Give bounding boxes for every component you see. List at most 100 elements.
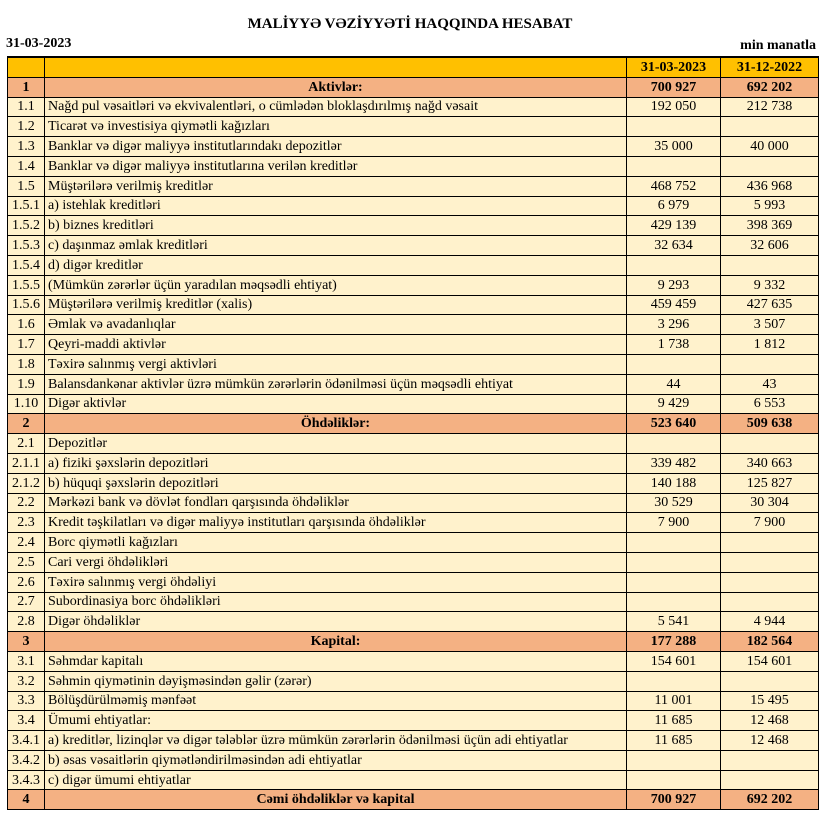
row-label: Təxirə salınmış vergi aktivləri xyxy=(44,353,627,375)
value-previous xyxy=(720,254,819,276)
header-row: 31-03-2023 31-12-2022 xyxy=(7,55,819,78)
table-row: 1.8 Təxirə salınmış vergi aktivləri xyxy=(7,353,819,375)
table-row: 3.3 Bölüşdürülməmiş mənfəət 11 001 15 495 xyxy=(7,690,819,712)
table-row: 2.2 Mərkəzi bank və dövlət fondları qarşı… xyxy=(7,492,819,514)
row-number: 1.2 xyxy=(7,116,45,138)
value-previous xyxy=(720,749,819,771)
row-label: Əmlak və avadanlıqlar xyxy=(44,314,627,336)
value-current: 429 139 xyxy=(626,215,721,237)
value-previous: 3 507 xyxy=(720,314,819,336)
value-previous: 154 601 xyxy=(720,650,819,672)
row-label: Cari vergi öhdəlikləri xyxy=(44,551,627,573)
row-number: 1.5.5 xyxy=(7,274,45,296)
value-current: 177 288 xyxy=(626,631,721,652)
row-label: Səhmdar kapitalı xyxy=(44,650,627,672)
row-label: c) digər ümumi ehtiyatlar xyxy=(44,769,627,791)
value-previous: 212 738 xyxy=(720,96,819,118)
value-current: 11 685 xyxy=(626,710,721,732)
table-row: 2.5 Cari vergi öhdəlikləri xyxy=(7,551,819,573)
value-current: 9 293 xyxy=(626,274,721,296)
value-current xyxy=(626,155,721,177)
value-current xyxy=(626,769,721,791)
currency-unit: min manatla xyxy=(740,38,816,53)
value-previous: 692 202 xyxy=(720,76,819,98)
table-row: 1.3 Banklar və digər maliyyə institutları… xyxy=(7,136,819,157)
value-previous xyxy=(720,116,819,138)
section-row: 2 Öhdəliklər: 523 640 509 638 xyxy=(7,413,819,435)
value-current xyxy=(626,571,721,593)
value-current: 11 001 xyxy=(626,690,721,712)
header-blank xyxy=(44,55,627,78)
row-label: Subordinasiya borc öhdəlikləri xyxy=(44,591,627,613)
row-number: 3.4.2 xyxy=(7,749,45,771)
row-label: Aktivlər: xyxy=(44,76,627,98)
value-current: 339 482 xyxy=(626,452,721,474)
row-number: 1.5 xyxy=(7,175,45,197)
row-number: 3.1 xyxy=(7,650,45,672)
row-number: 1.8 xyxy=(7,353,45,375)
table-row: 2.1 Depozitlər xyxy=(7,433,819,454)
row-number: 2.1 xyxy=(7,433,45,454)
value-previous: 1 812 xyxy=(720,334,819,355)
value-current: 35 000 xyxy=(626,136,721,157)
row-number: 2.7 xyxy=(7,591,45,613)
column-header: 31-12-2022 xyxy=(720,55,819,78)
value-current: 700 927 xyxy=(626,789,721,811)
row-label: Depozitlər xyxy=(44,433,627,454)
value-current: 6 979 xyxy=(626,195,721,217)
value-previous: 398 369 xyxy=(720,215,819,237)
row-number: 1.5.2 xyxy=(7,215,45,237)
table-row: 3.1 Səhmdar kapitalı 154 601 154 601 xyxy=(7,650,819,672)
value-current: 1 738 xyxy=(626,334,721,355)
row-number: 1.7 xyxy=(7,334,45,355)
table-row: 2.7 Subordinasiya borc öhdəlikləri xyxy=(7,591,819,613)
row-label: Kapital: xyxy=(44,631,627,652)
value-current: 32 634 xyxy=(626,235,721,256)
header-blank xyxy=(7,55,45,78)
row-label: b) hüquqi şəxslərin depozitləri xyxy=(44,472,627,494)
table-row: 1.7 Qeyri-maddi aktivlər 1 738 1 812 xyxy=(7,334,819,355)
value-previous: 182 564 xyxy=(720,631,819,652)
value-previous: 43 xyxy=(720,373,819,395)
row-label: Borc qiymətli kağızları xyxy=(44,532,627,553)
value-previous: 4 944 xyxy=(720,611,819,633)
row-label: a) istehlak kreditləri xyxy=(44,195,627,217)
table-row: 1.2 Ticarət və investisiya qiymətli kağız… xyxy=(7,116,819,138)
value-current xyxy=(626,116,721,138)
table-row: 2.1.1 a) fiziki şəxslərin depozitləri 339 … xyxy=(7,452,819,474)
value-previous: 125 827 xyxy=(720,472,819,494)
table-row: 1.5.6 Müştərilərə verilmiş kreditlər (xal… xyxy=(7,294,819,316)
row-number: 4 xyxy=(7,789,45,811)
value-current xyxy=(626,749,721,771)
value-previous: 340 663 xyxy=(720,452,819,474)
row-label: Digər aktivlər xyxy=(44,393,627,415)
row-label: Banklar və digər maliyyə institutlarında… xyxy=(44,136,627,157)
table-row: 1.6 Əmlak və avadanlıqlar 3 296 3 507 xyxy=(7,314,819,336)
section-row: 3 Kapital: 177 288 182 564 xyxy=(7,631,819,652)
table-row: 1.10 Digər aktivlər 9 429 6 553 xyxy=(7,393,819,415)
row-number: 2.1.1 xyxy=(7,452,45,474)
value-current: 30 529 xyxy=(626,492,721,514)
row-number: 1.3 xyxy=(7,136,45,157)
value-previous: 12 468 xyxy=(720,730,819,751)
row-label: Təxirə salınmış vergi öhdəliyi xyxy=(44,571,627,593)
value-previous: 427 635 xyxy=(720,294,819,316)
row-label: a) kreditlər, lizinqlər və digər tələblə… xyxy=(44,730,627,751)
value-previous: 9 332 xyxy=(720,274,819,296)
row-label: Ticarət və investisiya qiymətli kağızlar… xyxy=(44,116,627,138)
row-label: Öhdəliklər: xyxy=(44,413,627,435)
value-previous: 32 606 xyxy=(720,235,819,256)
value-previous xyxy=(720,551,819,573)
value-current: 459 459 xyxy=(626,294,721,316)
report-title: MALİYYƏ VƏZİYYƏTİ HAQQINDA HESABAT xyxy=(247,16,573,32)
row-number: 3.2 xyxy=(7,670,45,692)
row-label: Müştərilərə verilmiş kreditlər xyxy=(44,175,627,197)
value-previous: 436 968 xyxy=(720,175,819,197)
row-number: 1.1 xyxy=(7,96,45,118)
value-previous xyxy=(720,670,819,692)
table-row: 3.4.1 a) kreditlər, lizinqlər və digər tə… xyxy=(7,730,819,751)
row-number: 1.5.1 xyxy=(7,195,45,217)
row-number: 3.3 xyxy=(7,690,45,712)
row-number: 2.1.2 xyxy=(7,472,45,494)
row-label: Bölüşdürülməmiş mənfəət xyxy=(44,690,627,712)
